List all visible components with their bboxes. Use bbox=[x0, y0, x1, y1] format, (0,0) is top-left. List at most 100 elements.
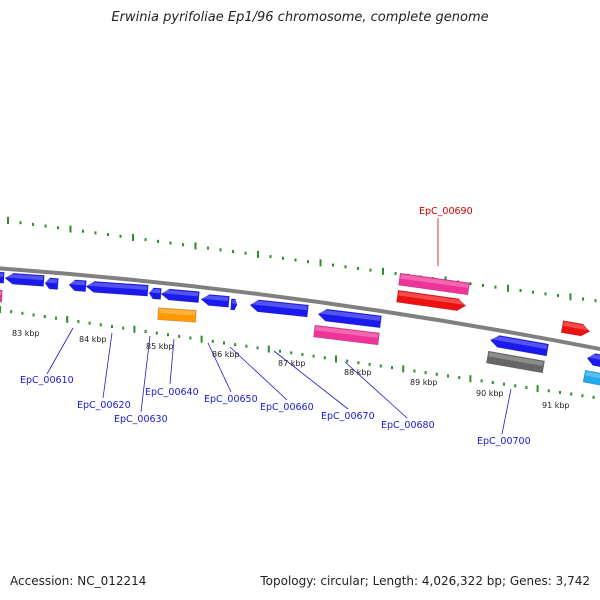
cds-arrow-edge-body bbox=[0, 271, 5, 284]
outer-minor-tick bbox=[232, 250, 234, 254]
inner-minor-tick bbox=[178, 334, 181, 338]
chromosome-backbone bbox=[0, 266, 600, 352]
cds-pink-upper bbox=[398, 272, 470, 296]
outer-minor-tick bbox=[294, 258, 297, 262]
inner-minor-tick bbox=[458, 376, 461, 380]
inner-minor-tick bbox=[368, 362, 371, 366]
cds-arrow-3-highlight bbox=[70, 280, 86, 286]
gene-label-epc-00670[interactable]: EpC_00670 bbox=[321, 411, 375, 422]
cds-pink-upper-highlight bbox=[400, 274, 469, 288]
outer-minor-tick bbox=[344, 265, 347, 269]
cds-pink-edge-body bbox=[0, 289, 3, 303]
inner-minor-tick bbox=[447, 374, 449, 378]
connector-epc-00680 bbox=[344, 361, 408, 419]
outer-minor-tick bbox=[219, 248, 222, 252]
cds-arrow-5-body bbox=[148, 287, 162, 300]
cds-arrow-10 bbox=[317, 308, 382, 329]
connector-epc-00650 bbox=[207, 342, 232, 393]
cds-red-epc-00690-highlight bbox=[398, 291, 466, 305]
inner-minor-tick bbox=[88, 321, 91, 325]
cds-arrow-6-highlight bbox=[162, 289, 199, 297]
outer-minor-tick bbox=[44, 224, 47, 228]
cds-arrow-8 bbox=[230, 298, 238, 311]
inner-minor-tick bbox=[211, 339, 214, 343]
inner-minor-tick bbox=[547, 389, 550, 393]
cds-arrow-11-body bbox=[489, 335, 549, 357]
inner-major-tick bbox=[66, 315, 69, 323]
cds-arrow-12-body bbox=[586, 353, 600, 369]
kbp-label-83: 83 kbp bbox=[12, 329, 40, 338]
outer-minor-tick bbox=[57, 226, 59, 230]
gene-label-epc-00690[interactable]: EpC_00690 bbox=[419, 206, 473, 217]
gene-label-epc-00640[interactable]: EpC_00640 bbox=[145, 387, 199, 398]
cds-orange-highlight bbox=[159, 308, 196, 316]
outer-minor-tick bbox=[369, 268, 372, 272]
cds-pink-lower bbox=[313, 324, 380, 346]
inner-minor-tick bbox=[279, 349, 281, 353]
cds-arrow-12-highlight bbox=[588, 353, 600, 361]
cds-arrow-10-body bbox=[317, 308, 382, 329]
inner-minor-tick bbox=[290, 351, 293, 355]
inner-minor-tick bbox=[301, 353, 304, 357]
inner-minor-tick bbox=[10, 310, 13, 314]
cds-pink-lower-highlight bbox=[315, 326, 379, 339]
gene-label-epc-00660[interactable]: EpC_00660 bbox=[260, 402, 314, 413]
inner-major-tick bbox=[133, 325, 136, 333]
kbp-label-89: 89 kbp bbox=[410, 378, 438, 387]
outer-minor-tick bbox=[494, 285, 497, 289]
outer-minor-tick bbox=[207, 246, 209, 250]
inner-minor-tick bbox=[413, 369, 416, 373]
cds-orange-body bbox=[157, 307, 197, 323]
outer-minor-tick bbox=[307, 260, 309, 264]
cds-arrow-10-highlight bbox=[319, 309, 381, 321]
outer-minor-tick bbox=[544, 292, 547, 296]
cds-arrow-4 bbox=[85, 281, 149, 297]
inner-minor-tick bbox=[491, 381, 494, 385]
inner-minor-tick bbox=[155, 331, 158, 335]
outer-major-tick bbox=[132, 233, 134, 241]
inner-minor-tick bbox=[346, 359, 349, 363]
kbp-label-90: 90 kbp bbox=[476, 389, 504, 398]
connector-epc-00610 bbox=[46, 327, 74, 375]
inner-major-tick bbox=[469, 375, 472, 383]
inner-minor-tick bbox=[234, 343, 237, 347]
cds-arrow-5 bbox=[148, 287, 162, 300]
genome-title: Erwinia pyrifoliae Ep1/96 chromosome, co… bbox=[111, 10, 489, 25]
outer-major-tick bbox=[569, 293, 572, 301]
inner-minor-tick bbox=[167, 333, 169, 337]
gene-label-epc-00610[interactable]: EpC_00610 bbox=[20, 375, 74, 386]
cds-pink-lower-body bbox=[313, 324, 380, 346]
inner-minor-tick bbox=[189, 336, 192, 340]
inner-minor-tick bbox=[525, 385, 528, 389]
kbp-label-84: 84 kbp bbox=[79, 335, 107, 344]
inner-major-tick bbox=[200, 335, 203, 343]
inner-minor-tick bbox=[323, 356, 326, 360]
gene-label-epc-00700[interactable]: EpC_00700 bbox=[477, 436, 531, 447]
gene-label-epc-00650[interactable]: EpC_00650 bbox=[204, 394, 258, 405]
gene-label-epc-00620[interactable]: EpC_00620 bbox=[77, 400, 131, 411]
gene-label-epc-00680[interactable]: EpC_00680 bbox=[381, 420, 435, 431]
cds-arrow-8-body bbox=[230, 298, 238, 311]
inner-major-tick bbox=[0, 306, 1, 313]
cds-arrow-6-body bbox=[160, 288, 200, 303]
cds-arrow-2-highlight bbox=[46, 278, 58, 284]
connector-epc-00630 bbox=[140, 335, 151, 413]
connector-epc-00640 bbox=[169, 338, 175, 385]
outer-minor-tick bbox=[557, 294, 559, 298]
connector-epc-00660 bbox=[229, 346, 288, 401]
inner-minor-tick bbox=[570, 392, 573, 396]
cds-arrow-edge-highlight bbox=[0, 272, 4, 278]
inner-minor-tick bbox=[424, 371, 427, 375]
outer-major-tick bbox=[382, 267, 384, 275]
gene-labels: EpC_00610 EpC_00620 EpC_00630 EpC_00640 … bbox=[20, 206, 531, 447]
inner-minor-tick bbox=[77, 320, 80, 324]
cds-arrow-8-highlight bbox=[232, 299, 237, 305]
outer-minor-tick bbox=[244, 251, 247, 255]
cds-arrow-3 bbox=[68, 279, 87, 292]
cds-red-epc-00690-body bbox=[396, 289, 467, 311]
inner-major-tick bbox=[267, 345, 270, 353]
cds-arrow-3-body bbox=[68, 279, 87, 292]
inner-minor-tick bbox=[357, 361, 360, 365]
gene-label-epc-00630[interactable]: EpC_00630 bbox=[114, 414, 168, 425]
